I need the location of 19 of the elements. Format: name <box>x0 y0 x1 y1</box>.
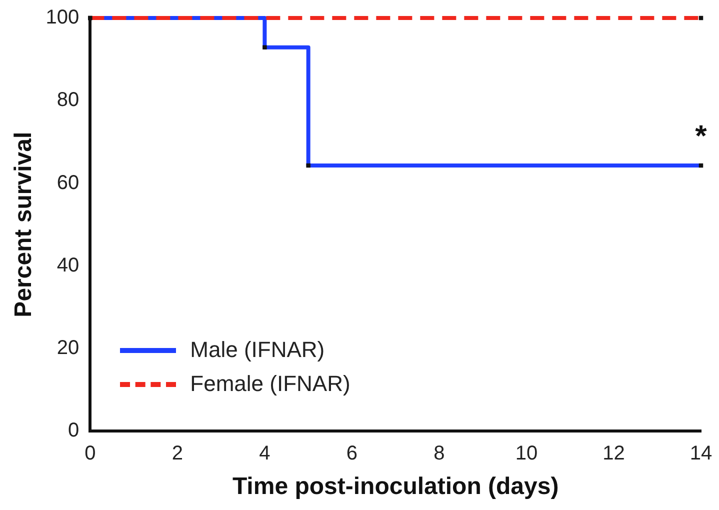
y-tick-label: 100 <box>46 6 80 29</box>
y-axis-title: Percent survival <box>10 132 38 318</box>
legend-label: Male (IFNAR) <box>190 337 325 364</box>
y-tick-label: 40 <box>56 254 80 276</box>
x-tick-label: 2 <box>172 442 183 465</box>
x-tick-label: 4 <box>259 442 270 465</box>
y-tick-label: 60 <box>56 172 80 194</box>
x-tick-label: 12 <box>602 442 625 465</box>
x-tick-label: 6 <box>346 442 358 465</box>
y-tick-label: 20 <box>56 337 80 360</box>
x-tick-label: 14 <box>690 442 712 465</box>
x-tick-label: 8 <box>434 442 445 465</box>
annotation: * <box>695 120 708 153</box>
y-tick-label: 0 <box>68 420 80 442</box>
x-axis-title: Time post-inoculation (days) <box>232 473 559 500</box>
x-tick-label: 0 <box>84 442 96 465</box>
y-tick-label: 80 <box>56 89 80 112</box>
legend-label: Female (IFNAR) <box>190 371 350 398</box>
x-tick-label: 10 <box>515 442 538 465</box>
